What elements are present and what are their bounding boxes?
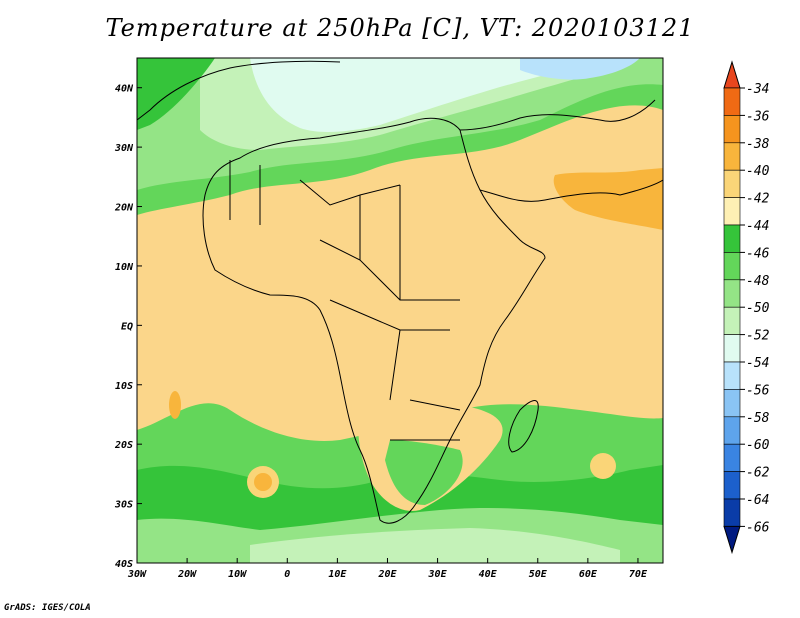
colorbar-swatch xyxy=(723,443,741,472)
lon-tick-label: 20E xyxy=(377,569,397,580)
colorbar-label: -38 xyxy=(746,137,770,152)
colorbar-swatch xyxy=(723,252,741,281)
lon-tick-label: 50E xyxy=(529,569,548,580)
lon-tick-label: 30W xyxy=(127,569,147,580)
lat-tick-label: EQ xyxy=(121,321,133,332)
colorbar-label: -58 xyxy=(746,411,770,426)
lat-tick-label: 40N xyxy=(115,84,134,95)
lon-tick-label: 40E xyxy=(479,569,498,580)
lat-tick-label: 20N xyxy=(114,203,134,214)
colorbar-label: -46 xyxy=(746,246,770,261)
latitude-axis: 40N 30N 20N 10N EQ 10S 20S 30S 40S xyxy=(114,84,142,570)
colorbar-swatch xyxy=(723,279,741,308)
lat-tick-label: 20S xyxy=(114,440,133,451)
colorbar-label: -52 xyxy=(746,329,770,344)
colorbar-label: -34 xyxy=(746,82,769,97)
lat-tick-label: 30S xyxy=(114,500,133,511)
colorbar-label: -64 xyxy=(746,493,769,508)
colorbar-swatch xyxy=(723,169,741,198)
lat-tick-label: 10S xyxy=(115,381,133,392)
colorbar-swatch xyxy=(723,389,741,418)
lon-tick-label: 0 xyxy=(284,569,290,580)
colorbar-label: -50 xyxy=(746,301,770,316)
colorbar-swatch xyxy=(723,334,741,363)
temperature-field xyxy=(137,58,663,563)
colorbar-label: -40 xyxy=(746,164,770,179)
colorbar-swatch xyxy=(723,306,741,335)
lon-tick-label: 20W xyxy=(177,569,197,580)
colorbar-swatch xyxy=(723,498,741,527)
lat-tick-label: 30N xyxy=(114,143,134,154)
lon-tick-label: 30E xyxy=(428,569,448,580)
colorbar-swatch xyxy=(723,87,741,116)
colorbar-swatch xyxy=(723,361,741,390)
continent-outline xyxy=(137,60,663,524)
colorbar-swatch xyxy=(723,471,741,500)
colorbar-swatch xyxy=(723,142,741,171)
colorbar-bottom-arrow xyxy=(723,525,741,555)
lat-tick-label: 40S xyxy=(115,559,133,570)
colorbar-label: -48 xyxy=(746,274,770,289)
colorbar-label: -42 xyxy=(746,192,770,207)
lat-tick-label: 10N xyxy=(115,262,134,273)
colorbar-label: -56 xyxy=(746,383,770,398)
colorbar-label: -60 xyxy=(746,438,770,453)
longitude-axis: 30W 20W 10W 0 10E 20E 30E 40E 50E 60E 70E xyxy=(127,558,648,580)
colorbar-label: -54 xyxy=(746,356,769,371)
colorbar: -34 -36 -38 -40 -42 -44 -46 -48 -50 -52 -54 -56 -58 -… xyxy=(723,60,770,555)
colorbar-swatch xyxy=(723,197,741,226)
colorbar-swatch xyxy=(723,224,741,253)
map-title: Temperature at 250hPa [C], VT: 202010312… xyxy=(105,14,695,42)
lon-tick-label: 10W xyxy=(228,569,247,580)
colorbar-swatch xyxy=(723,416,741,445)
lon-tick-label: 70E xyxy=(629,569,648,580)
colorbar-label: -62 xyxy=(746,466,770,481)
colorbar-top-arrow xyxy=(723,60,741,89)
colorbar-label: -66 xyxy=(746,520,770,535)
colorbar-swatch xyxy=(723,115,741,144)
lon-tick-label: 60E xyxy=(579,569,598,580)
map-frame xyxy=(136,57,664,564)
lon-tick-label: 10E xyxy=(328,569,347,580)
colorbar-label: -44 xyxy=(746,219,769,234)
colorbar-label: -36 xyxy=(746,109,770,124)
credit-text: GrADS: IGES/COLA xyxy=(4,603,91,613)
